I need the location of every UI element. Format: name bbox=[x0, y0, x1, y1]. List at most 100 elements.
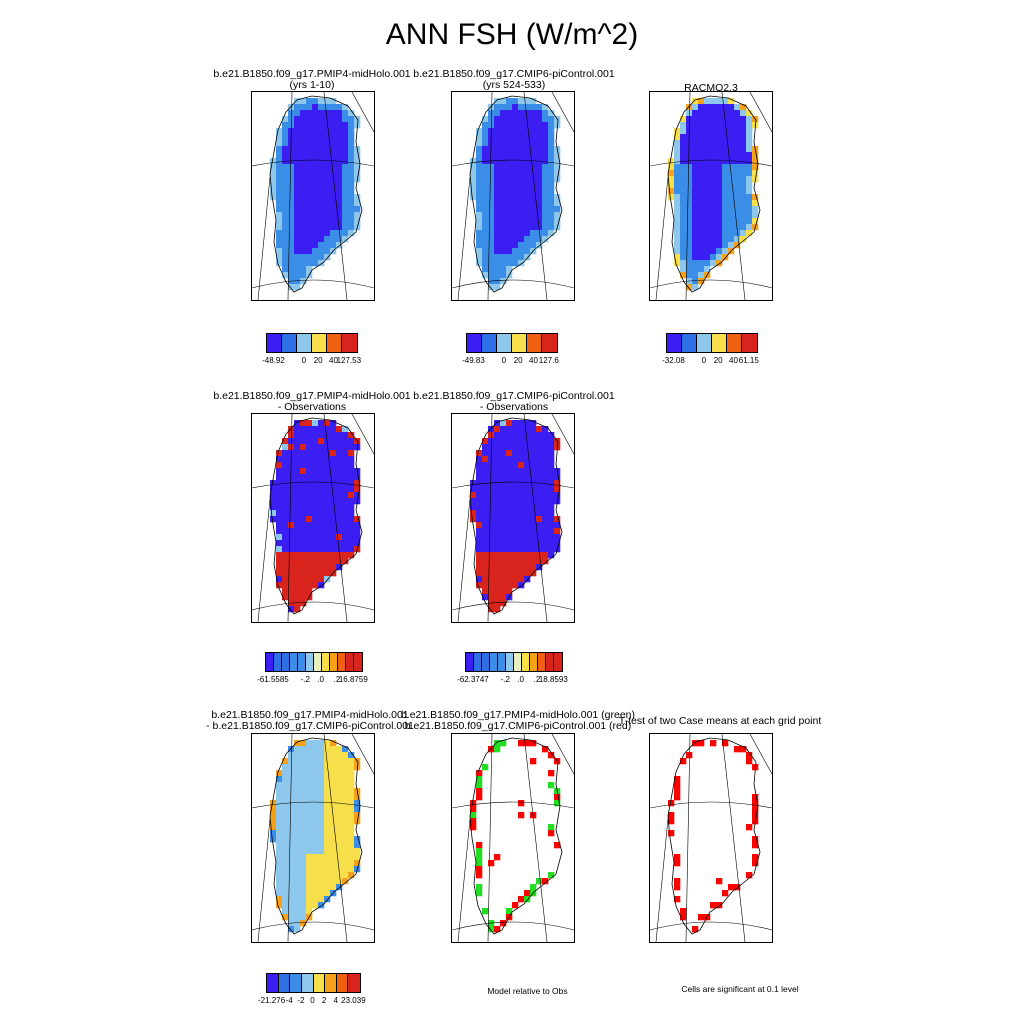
map-cell bbox=[518, 582, 525, 589]
map-cell bbox=[312, 498, 319, 505]
map-cell bbox=[554, 200, 561, 207]
map-cell bbox=[348, 546, 355, 553]
map-cell bbox=[324, 420, 331, 427]
map-cell bbox=[336, 510, 343, 517]
map-cell bbox=[554, 164, 561, 171]
map-cell bbox=[300, 480, 307, 487]
map-cell bbox=[728, 230, 735, 237]
map-cell bbox=[330, 158, 337, 165]
map-cell bbox=[746, 116, 753, 123]
map-cell bbox=[746, 206, 753, 213]
map-cell bbox=[698, 116, 705, 123]
map-cell bbox=[524, 248, 531, 255]
map-cell bbox=[294, 776, 301, 783]
map-cell bbox=[324, 468, 331, 475]
map-cell bbox=[740, 182, 747, 189]
map-cell bbox=[494, 504, 501, 511]
map-cell bbox=[324, 152, 331, 159]
map-cell bbox=[306, 800, 313, 807]
map-cell bbox=[336, 200, 343, 207]
map-cell bbox=[306, 194, 313, 201]
map-cell bbox=[294, 278, 301, 285]
map-cell bbox=[276, 552, 283, 559]
map-cell bbox=[324, 812, 331, 819]
map-cell bbox=[282, 582, 289, 589]
panel-4-title-line2: - Observations bbox=[277, 401, 347, 413]
graticule-line bbox=[523, 414, 548, 622]
colorbar-swatch bbox=[727, 334, 742, 352]
map-cell bbox=[710, 98, 717, 105]
map-cell bbox=[728, 242, 735, 249]
map-cell bbox=[324, 498, 331, 505]
map-cell bbox=[476, 540, 483, 547]
map-cell bbox=[306, 468, 313, 475]
map-cell bbox=[686, 248, 693, 255]
map-cell bbox=[330, 740, 337, 747]
map-cell bbox=[318, 788, 325, 795]
map-cell bbox=[674, 248, 681, 255]
map-cells bbox=[668, 740, 759, 933]
map-cell bbox=[312, 486, 319, 493]
map-cell bbox=[336, 474, 343, 481]
map-cell bbox=[306, 242, 313, 249]
map-cell bbox=[476, 498, 483, 505]
map-cell bbox=[548, 770, 555, 777]
map-cell bbox=[282, 570, 289, 577]
map-cell bbox=[512, 432, 519, 439]
map-cell bbox=[530, 200, 537, 207]
map-cell bbox=[300, 260, 307, 267]
map-cell bbox=[698, 176, 705, 183]
map-cell bbox=[512, 510, 519, 517]
map-cell bbox=[548, 824, 555, 831]
map-cell bbox=[722, 164, 729, 171]
map-cell bbox=[668, 176, 675, 183]
map-cell bbox=[482, 176, 489, 183]
map-cell bbox=[536, 462, 543, 469]
map-cell bbox=[746, 158, 753, 165]
map-cell bbox=[506, 438, 513, 445]
map-cell bbox=[306, 188, 313, 195]
map-cell bbox=[512, 552, 519, 559]
map-cell bbox=[728, 158, 735, 165]
map-cell bbox=[500, 182, 507, 189]
map-cell bbox=[494, 540, 501, 547]
map-cell bbox=[722, 230, 729, 237]
map-cell bbox=[542, 170, 549, 177]
map-cell bbox=[300, 558, 307, 565]
colorbar-tick-label: -2 bbox=[297, 996, 305, 1005]
map-cell bbox=[680, 128, 687, 135]
map-cell bbox=[276, 818, 283, 825]
map-cell bbox=[294, 480, 301, 487]
map-cell bbox=[318, 582, 325, 589]
map-cell bbox=[336, 504, 343, 511]
map-cell bbox=[512, 564, 519, 571]
map-cell bbox=[530, 212, 537, 219]
map-cell bbox=[270, 806, 277, 813]
colorbar-swatch bbox=[327, 334, 342, 352]
map-cell bbox=[530, 498, 537, 505]
map-cell bbox=[674, 788, 681, 795]
map-cell bbox=[548, 540, 555, 547]
map-cell bbox=[470, 818, 477, 825]
map-cell bbox=[294, 498, 301, 505]
map-cell bbox=[306, 890, 313, 897]
map-cell bbox=[312, 764, 319, 771]
map-cell bbox=[342, 426, 349, 433]
map-cell bbox=[530, 188, 537, 195]
map-cell bbox=[476, 510, 483, 517]
coastline bbox=[469, 95, 563, 293]
map-cell bbox=[752, 800, 759, 807]
map-cell bbox=[512, 480, 519, 487]
graticule-line bbox=[457, 818, 471, 942]
map-cell bbox=[306, 492, 313, 499]
map-cell bbox=[282, 546, 289, 553]
map-cell bbox=[554, 206, 561, 213]
map-cell bbox=[294, 902, 301, 909]
map-cell bbox=[704, 164, 711, 171]
map-cell bbox=[312, 896, 319, 903]
map-cell bbox=[282, 540, 289, 547]
colorbar-swatch bbox=[325, 974, 337, 992]
map-cell bbox=[324, 576, 331, 583]
map-cell bbox=[282, 254, 289, 261]
map-cell bbox=[488, 582, 495, 589]
